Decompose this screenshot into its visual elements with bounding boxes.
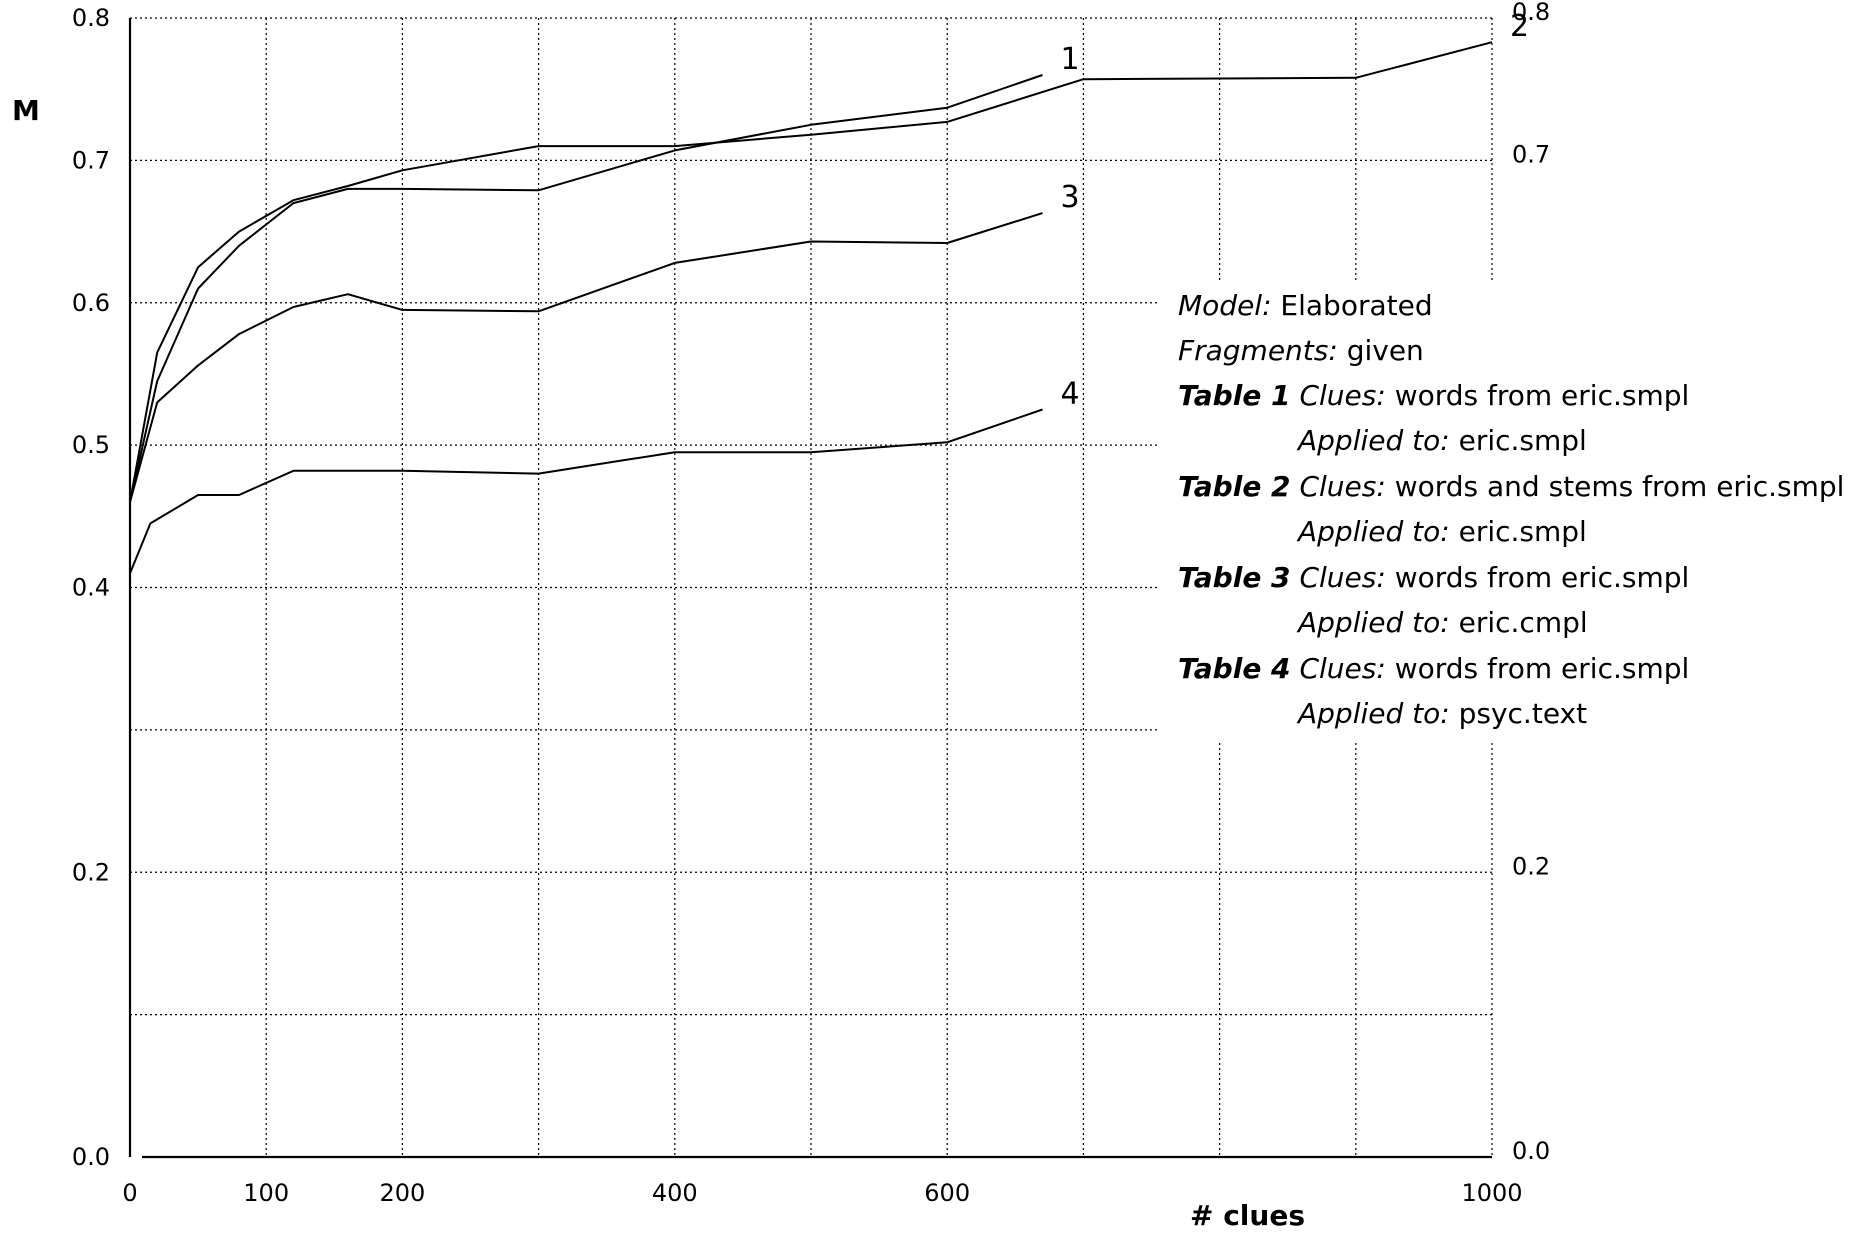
legend-table4-applied-line: Applied to: psyc.text [1296, 697, 1587, 730]
legend-table2-applied-value: eric.smpl [1459, 515, 1587, 548]
legend-table4-clues-value: words from eric.smpl [1395, 652, 1690, 685]
x-tick-label: 0 [122, 1179, 137, 1207]
legend-table3-label: Table 3 [1178, 561, 1291, 594]
legend-table1-applied-value: eric.smpl [1459, 424, 1587, 457]
y-tick-label-left: 0.4 [72, 574, 110, 602]
y-tick-label-left: 0.5 [72, 431, 110, 459]
legend-table1-clues-value: words from eric.smpl [1395, 379, 1690, 412]
legend-fragments-line: Fragments: given [1178, 334, 1424, 367]
axes [128, 18, 1492, 1159]
legend-table4-applied-label: Applied to: [1296, 697, 1450, 730]
y-tick-label-left: 0.2 [72, 858, 110, 886]
legend-model-value: Elaborated [1280, 289, 1432, 322]
legend-table1-applied-label: Applied to: [1296, 424, 1450, 457]
legend-table4-label: Table 4 [1178, 652, 1291, 685]
y-tick-label-left: 0.6 [72, 289, 110, 317]
legend-table3-applied-line: Applied to: eric.cmpl [1296, 606, 1588, 639]
legend-table1-applied-line: Applied to: eric.smpl [1296, 424, 1587, 457]
legend-table2-clues-line: Table 2 Clues: words and stems from eric… [1178, 470, 1844, 503]
legend-table2-applied-label: Applied to: [1296, 515, 1450, 548]
legend-fragments-value: given [1347, 334, 1424, 367]
y-tick-label-left: 0.7 [72, 146, 110, 174]
y-tick-label-right: 0.7 [1512, 140, 1550, 168]
y-axis-title: M [12, 94, 40, 127]
x-axis-title: # clues [1190, 1199, 1305, 1232]
legend-table2-clues-value: words and stems from eric.smpl [1395, 470, 1845, 503]
x-tick-label: 400 [652, 1179, 698, 1207]
legend-table2-label: Table 2 [1178, 470, 1291, 503]
legend-table3-applied-value: eric.cmpl [1459, 606, 1588, 639]
series-line-1 [129, 74, 1043, 503]
series-line-4 [129, 408, 1043, 574]
legend-table3-clues-label: Clues: [1299, 561, 1385, 594]
legend-table4-applied-value: psyc.text [1459, 697, 1588, 730]
series-line-2 [129, 41, 1493, 503]
x-tick-label: 200 [379, 1179, 425, 1207]
legend-box: Model: Elaborated Fragments: given Table… [1160, 280, 1860, 740]
legend-table3-applied-label: Applied to: [1296, 606, 1450, 639]
x-tick-label: 600 [924, 1179, 970, 1207]
legend-model-label: Model: [1178, 289, 1272, 322]
legend-table4-clues-label: Clues: [1299, 652, 1385, 685]
grid [130, 17, 1493, 1157]
y-tick-label-right: 0.8 [1512, 0, 1550, 26]
legend-table1-label: Table 1 [1178, 379, 1291, 412]
y-tick-label-left: 0.0 [72, 1143, 110, 1171]
series-label-4: 4 [1061, 377, 1080, 412]
legend-table3-clues-value: words from eric.smpl [1395, 561, 1690, 594]
legend-background [1160, 280, 1860, 740]
series-line-3 [129, 212, 1043, 503]
legend-table1-clues-line: Table 1 Clues: words from eric.smpl [1178, 379, 1689, 412]
legend-table2-clues-label: Clues: [1299, 470, 1385, 503]
legend-fragments-label: Fragments: [1178, 334, 1338, 367]
legend-table4-clues-line: Table 4 Clues: words from eric.smpl [1178, 652, 1689, 685]
series-label-2: 2 [1510, 9, 1529, 44]
tick-labels: 0.8 0.7 0.6 0.5 0.4 0.2 0.0 0.8 0.7 0.2 0.0 0 100 200… [72, 0, 1550, 1207]
y-tick-label-right: 0.0 [1512, 1137, 1550, 1165]
series-label-1: 1 [1061, 42, 1080, 77]
legend-table2-applied-line: Applied to: eric.smpl [1296, 515, 1587, 548]
y-tick-label-right: 0.2 [1512, 852, 1550, 880]
legend-model-line: Model: Elaborated [1178, 289, 1433, 322]
legend-table3-clues-line: Table 3 Clues: words from eric.smpl [1178, 561, 1689, 594]
series-label-3: 3 [1061, 180, 1080, 215]
x-tick-label: 1000 [1461, 1179, 1522, 1207]
x-tick-label: 100 [243, 1179, 289, 1207]
series-lines: 1 2 3 4 [129, 9, 1529, 574]
legend-table1-clues-label: Clues: [1299, 379, 1385, 412]
y-tick-label-left: 0.8 [72, 4, 110, 32]
